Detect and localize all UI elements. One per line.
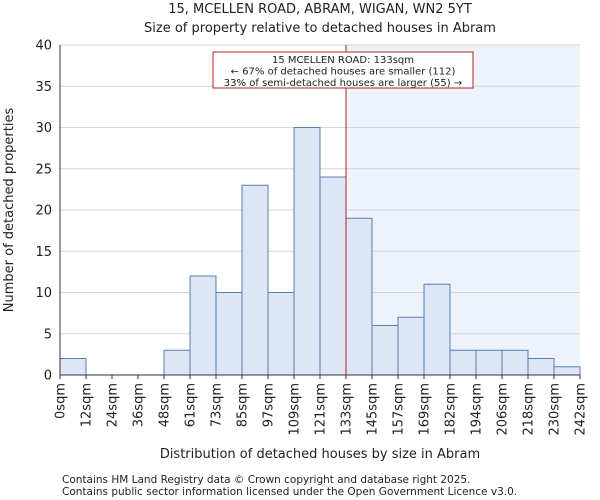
x-tick-label: 48sqm — [158, 383, 173, 427]
x-tick-label: 206sqm — [496, 383, 511, 436]
x-tick-label: 121sqm — [314, 383, 329, 436]
footer-line-1: Contains HM Land Registry data © Crown c… — [62, 474, 470, 486]
x-tick-label: 36sqm — [132, 383, 147, 427]
y-tick-label: 40 — [35, 39, 52, 54]
bar-206sqm — [501, 349, 529, 376]
x-tick-label: 85sqm — [236, 383, 251, 427]
x-tick-label: 12sqm — [80, 383, 95, 427]
y-tick-label: 10 — [35, 286, 52, 301]
bar-230sqm — [553, 366, 581, 376]
bar-73sqm — [215, 292, 243, 376]
y-tick-label: 15 — [35, 245, 52, 260]
bar-48sqm — [163, 349, 191, 376]
bar-97sqm — [267, 292, 295, 376]
x-tick-label: 169sqm — [418, 383, 433, 436]
marker-annotation-box — [212, 51, 474, 89]
marker-annotation-line3: 33% of semi-detached houses are larger (… — [224, 78, 462, 89]
marker-annotation-line1: 15 MCELLEN ROAD: 133sqm — [272, 55, 414, 66]
x-tick-label: 218sqm — [522, 383, 537, 436]
x-tick-label: 61sqm — [184, 383, 199, 427]
bar-182sqm — [449, 349, 477, 376]
bar-145sqm — [371, 325, 399, 376]
y-tick-label: 5 — [44, 327, 52, 342]
bar-169sqm — [423, 283, 451, 376]
y-tick-label: 35 — [35, 80, 52, 95]
bar-194sqm — [475, 349, 503, 376]
plot-area: 0 5 10 15 20 25 30 35 40 0sqm 12sqm 24sqm 36sqm 48sqm… — [35, 39, 588, 436]
chart-subtitle: Size of property relative to detached ho… — [144, 21, 496, 36]
bar-0sqm — [59, 358, 87, 376]
bar-121sqm — [319, 176, 347, 376]
y-tick-label: 25 — [35, 162, 52, 177]
x-tick-label: 73sqm — [210, 383, 225, 427]
y-tick-label: 30 — [35, 121, 52, 136]
bar-61sqm — [189, 275, 217, 376]
x-tick-label: 133sqm — [340, 383, 355, 436]
x-tick-label: 97sqm — [262, 383, 277, 427]
x-tick-label: 242sqm — [574, 383, 589, 436]
x-tick-label: 0sqm — [54, 383, 69, 419]
y-axis-label: Number of detached properties — [2, 108, 17, 313]
x-axis-label: Distribution of detached houses by size … — [160, 447, 480, 462]
x-tick-label: 109sqm — [288, 383, 303, 436]
y-tick-label: 0 — [44, 369, 52, 384]
x-tick-label: 157sqm — [392, 383, 407, 436]
bar-85sqm — [241, 184, 269, 376]
footer-line-2: Contains public sector information licen… — [62, 486, 517, 498]
bar-133sqm — [345, 217, 373, 376]
bar-218sqm — [527, 358, 555, 376]
bar-109sqm — [293, 127, 321, 376]
x-tick-label: 194sqm — [470, 383, 485, 436]
x-tick-label: 145sqm — [366, 383, 381, 436]
chart-title: 15, MCELLEN ROAD, ABRAM, WIGAN, WN2 5YT — [168, 2, 472, 17]
x-tick-label: 182sqm — [444, 383, 459, 436]
marker-annotation-line2: ← 67% of detached houses are smaller (11… — [231, 67, 456, 78]
y-tick-label: 20 — [35, 204, 52, 219]
bar-157sqm — [397, 316, 425, 376]
x-tick-label: 24sqm — [106, 383, 121, 427]
x-tick-label: 230sqm — [548, 383, 563, 436]
